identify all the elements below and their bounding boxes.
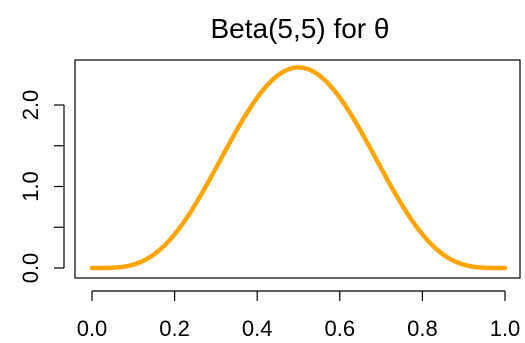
x-tick-label: 0.8 xyxy=(407,316,438,341)
x-tick-label: 0.0 xyxy=(77,316,108,341)
plot-area-border xyxy=(74,59,521,279)
y-tick-label: 0.0 xyxy=(18,253,43,284)
x-tick-label: 0.2 xyxy=(159,316,190,341)
y-axis-ticks: 0.0 1.0 2.0 xyxy=(18,90,64,284)
x-tick-label: 0.4 xyxy=(242,316,273,341)
y-tick-label: 1.0 xyxy=(18,171,43,202)
chart-title: Beta(5,5) for θ xyxy=(211,13,390,44)
series-line-beta-density xyxy=(89,65,508,271)
x-axis-ticks: 0.0 0.2 0.4 0.6 0.8 1.0 xyxy=(77,291,521,341)
y-tick-label: 2.0 xyxy=(18,90,43,121)
x-tick-label: 1.0 xyxy=(490,316,521,341)
x-tick-label: 0.6 xyxy=(325,316,356,341)
